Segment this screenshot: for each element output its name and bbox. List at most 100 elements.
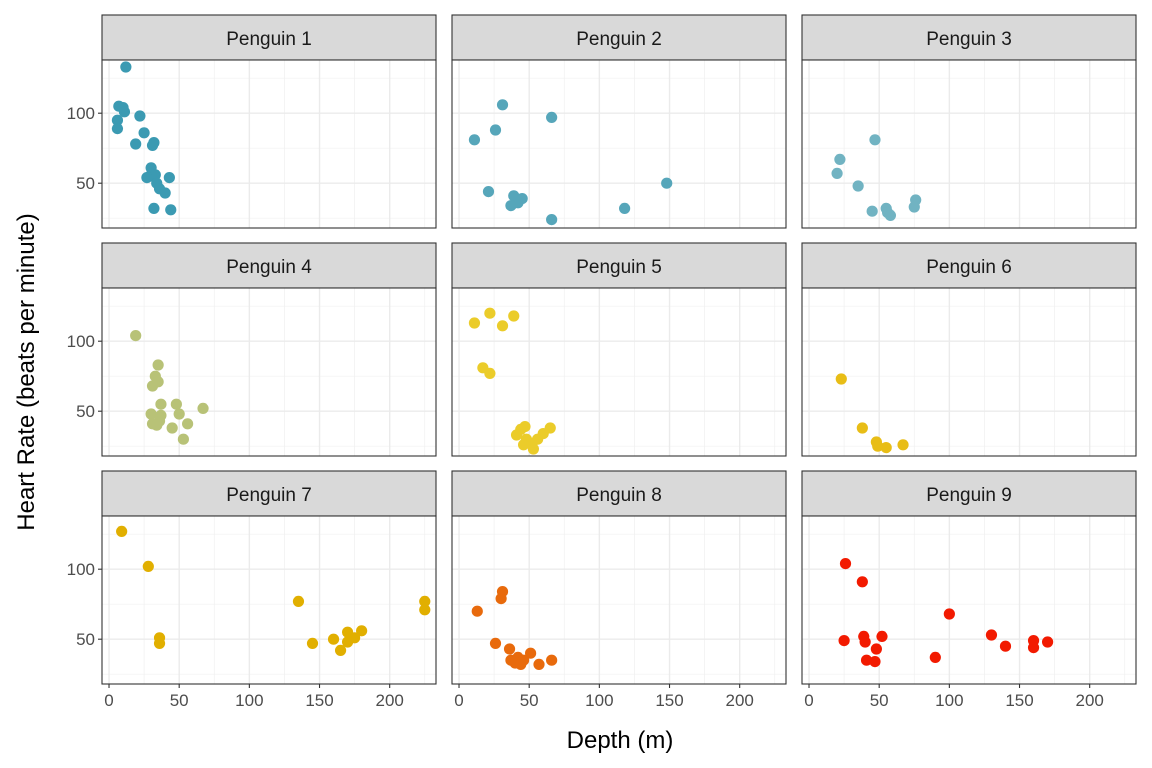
x-tick-label: 200: [726, 691, 754, 710]
panel-border: [451, 287, 787, 457]
facet-label: Penguin 2: [576, 29, 662, 50]
data-point: [118, 106, 131, 118]
y-tick-label: 50: [76, 630, 95, 649]
data-point: [482, 186, 495, 198]
data-point: [661, 177, 673, 189]
data-point: [306, 637, 319, 650]
data-point: [546, 654, 558, 666]
panel-background: [802, 288, 1136, 456]
facet-panel: Penguin 2: [451, 14, 787, 229]
data-point: [856, 422, 868, 434]
data-point: [165, 204, 177, 216]
data-point: [503, 643, 516, 655]
panel-border: [451, 59, 787, 229]
data-point: [908, 201, 920, 213]
facet-label: Penguin 9: [926, 485, 1012, 506]
data-point: [860, 654, 873, 666]
facet-panel: Penguin 6: [801, 242, 1137, 457]
data-point: [145, 408, 157, 420]
data-point: [142, 560, 154, 573]
data-point: [419, 604, 431, 616]
data-point: [120, 61, 132, 73]
panel-border: [451, 515, 787, 685]
data-point: [484, 307, 496, 319]
data-point: [138, 127, 150, 139]
data-point: [619, 202, 631, 214]
data-point: [943, 608, 955, 620]
panel-border: [101, 515, 437, 685]
facet-label: Penguin 8: [576, 485, 662, 506]
x-tick-label: 150: [1005, 691, 1033, 710]
data-point: [292, 595, 305, 608]
facet-strip: [101, 242, 437, 289]
x-tick-label: 200: [376, 691, 404, 710]
data-point: [130, 330, 142, 342]
data-point: [985, 629, 998, 641]
data-point: [835, 373, 847, 385]
x-axis-ticks: 0 50 100 150 200 0 50 100 150 200 0 50 100 150 200: [104, 684, 1104, 710]
data-point: [151, 419, 163, 431]
data-point: [495, 593, 507, 605]
facet-panel: Penguin 9: [801, 470, 1137, 685]
facet-label: Penguin 1: [226, 29, 312, 50]
data-point: [870, 643, 882, 655]
data-point: [999, 640, 1012, 652]
data-point: [419, 595, 431, 608]
data-point: [468, 317, 481, 329]
panel-border: [101, 59, 437, 229]
panel-background: [452, 60, 786, 228]
facet-strip: [451, 14, 787, 61]
y-axis-ticks: 50 100 50 100 50 100: [67, 104, 102, 649]
x-tick-label: 100: [935, 691, 963, 710]
data-point: [327, 633, 340, 645]
data-point: [163, 172, 175, 184]
data-point: [1041, 636, 1054, 648]
x-tick-label: 50: [870, 691, 889, 710]
facet-panel: Penguin 8: [451, 470, 787, 685]
facet-strip: [451, 242, 787, 289]
data-point: [134, 110, 146, 122]
data-point: [173, 408, 185, 420]
data-point: [533, 658, 545, 671]
x-tick-label: 100: [585, 691, 613, 710]
data-point: [839, 558, 852, 570]
panel-background: [452, 288, 786, 456]
data-point: [510, 429, 523, 441]
x-tick-label: 150: [305, 691, 333, 710]
panel-background: [102, 516, 436, 684]
data-point: [859, 636, 871, 648]
data-point: [876, 630, 888, 643]
data-point: [468, 134, 481, 146]
facet-label: Penguin 7: [226, 485, 312, 506]
x-tick-label: 200: [1076, 691, 1104, 710]
y-tick-label: 50: [76, 174, 95, 193]
data-point: [166, 422, 178, 434]
data-point: [897, 439, 909, 451]
data-point: [517, 654, 530, 666]
data-point: [838, 635, 850, 647]
data-point: [866, 205, 878, 217]
data-point: [527, 443, 539, 455]
panel-background: [802, 516, 1136, 684]
data-point: [182, 418, 194, 430]
facet-panel: Penguin 4: [101, 242, 437, 457]
data-point: [130, 138, 142, 150]
facet-label: Penguin 3: [926, 29, 1012, 50]
data-point: [149, 169, 161, 181]
data-point: [546, 214, 558, 226]
data-point: [334, 644, 347, 657]
data-point: [146, 139, 159, 151]
data-point: [831, 167, 843, 179]
facet-strip: [801, 470, 1137, 517]
facet-panels: Penguin 1 Penguin 2 Penguin 3 Penguin 4 Peng…: [101, 14, 1137, 685]
facet-strip: [801, 242, 1137, 289]
data-point: [856, 576, 868, 588]
panel-border: [801, 515, 1137, 685]
data-point: [484, 367, 496, 379]
x-tick-label: 50: [170, 691, 189, 710]
data-point: [170, 398, 182, 410]
panel-border: [801, 287, 1137, 457]
y-tick-label: 100: [67, 560, 95, 579]
data-point: [197, 402, 209, 414]
y-tick-label: 100: [67, 332, 95, 351]
